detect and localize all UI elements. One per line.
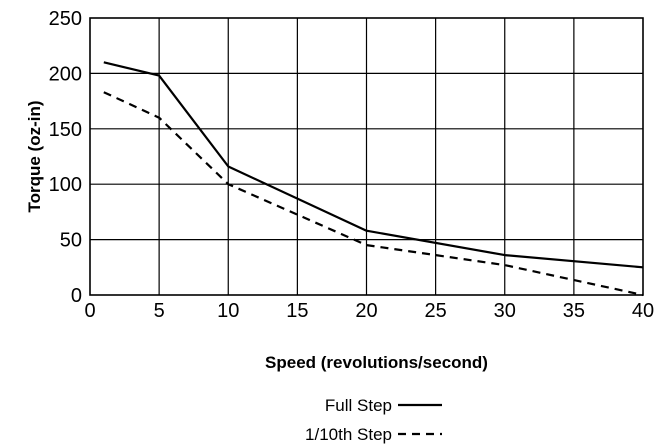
grid: [90, 18, 643, 295]
x-tick-label: 20: [355, 300, 377, 322]
series-group: [103, 61, 644, 297]
x-tick-labels: 0 5 10 15 20 25 30 35 40: [84, 300, 654, 322]
x-tick-label: 0: [84, 300, 95, 322]
plot-frame: [89, 17, 644, 296]
y-tick-label: 50: [60, 230, 82, 252]
x-tick-label: 15: [286, 300, 308, 322]
x-tick-label: 35: [563, 300, 585, 322]
x-tick-label: 40: [632, 300, 654, 322]
y-tick-label: 0: [71, 285, 82, 307]
x-tick-label: 10: [217, 300, 239, 322]
y-tick-labels: 0 50 100 150 200 250: [49, 8, 82, 307]
y-tick-label: 200: [49, 63, 82, 85]
y-tick-label: 250: [49, 8, 82, 30]
legend-label: 1/10th Step: [305, 425, 392, 444]
x-tick-label: 5: [154, 300, 165, 322]
x-axis-title: Speed (revolutions/second): [265, 353, 488, 372]
series-line: [103, 61, 644, 269]
y-axis-title: Torque (oz-in): [25, 100, 44, 212]
x-tick-label: 25: [425, 300, 447, 322]
legend: Full Step 1/10th Step: [305, 396, 442, 444]
legend-label: Full Step: [325, 396, 392, 415]
y-tick-label: 150: [49, 119, 82, 141]
x-tick-label: 30: [494, 300, 516, 322]
y-tick-label: 100: [49, 174, 82, 196]
series-line: [103, 91, 644, 297]
